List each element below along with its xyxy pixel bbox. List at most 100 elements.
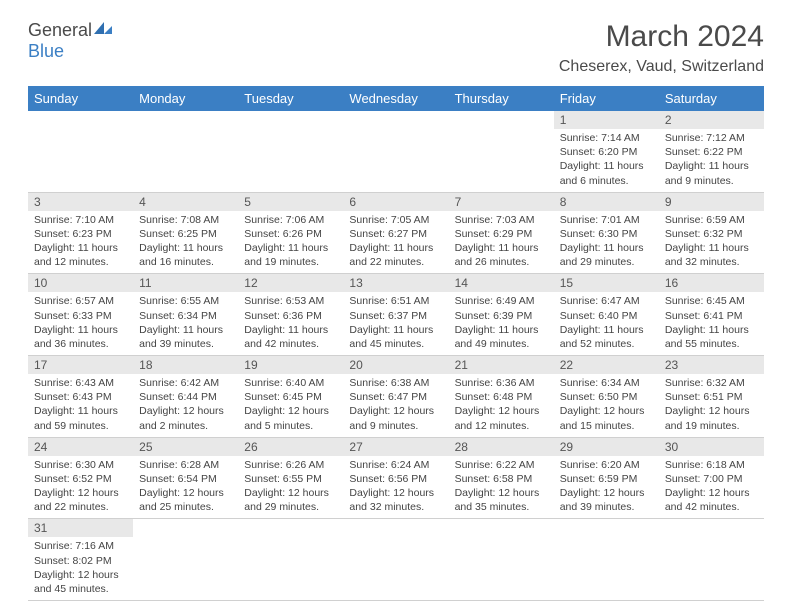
- calendar-day-cell: 8Sunrise: 7:01 AMSunset: 6:30 PMDaylight…: [554, 192, 659, 274]
- calendar-day-cell: 18Sunrise: 6:42 AMSunset: 6:44 PMDayligh…: [133, 356, 238, 438]
- calendar-day-cell: 29Sunrise: 6:20 AMSunset: 6:59 PMDayligh…: [554, 437, 659, 519]
- day-details: Sunrise: 7:14 AMSunset: 6:20 PMDaylight:…: [554, 129, 659, 192]
- calendar-week-row: 10Sunrise: 6:57 AMSunset: 6:33 PMDayligh…: [28, 274, 764, 356]
- calendar-day-cell: 6Sunrise: 7:05 AMSunset: 6:27 PMDaylight…: [343, 192, 448, 274]
- calendar-day-cell: 11Sunrise: 6:55 AMSunset: 6:34 PMDayligh…: [133, 274, 238, 356]
- calendar-day-cell: 26Sunrise: 6:26 AMSunset: 6:55 PMDayligh…: [238, 437, 343, 519]
- day-number: 22: [554, 356, 659, 374]
- day-number: 24: [28, 438, 133, 456]
- calendar-day-cell: 20Sunrise: 6:38 AMSunset: 6:47 PMDayligh…: [343, 356, 448, 438]
- calendar-day-cell: 7Sunrise: 7:03 AMSunset: 6:29 PMDaylight…: [449, 192, 554, 274]
- calendar-day-cell: 2Sunrise: 7:12 AMSunset: 6:22 PMDaylight…: [659, 111, 764, 192]
- calendar-day-cell: [238, 111, 343, 192]
- calendar-day-cell: 16Sunrise: 6:45 AMSunset: 6:41 PMDayligh…: [659, 274, 764, 356]
- day-number: 27: [343, 438, 448, 456]
- day-details: Sunrise: 7:10 AMSunset: 6:23 PMDaylight:…: [28, 211, 133, 274]
- logo-word1: General: [28, 20, 92, 40]
- day-number: 18: [133, 356, 238, 374]
- logo-word2: Blue: [28, 41, 64, 61]
- day-details: Sunrise: 7:08 AMSunset: 6:25 PMDaylight:…: [133, 211, 238, 274]
- day-details: Sunrise: 6:18 AMSunset: 7:00 PMDaylight:…: [659, 456, 764, 519]
- day-number: 16: [659, 274, 764, 292]
- calendar-table: SundayMondayTuesdayWednesdayThursdayFrid…: [28, 86, 764, 601]
- day-header: Wednesday: [343, 86, 448, 111]
- day-details: Sunrise: 6:57 AMSunset: 6:33 PMDaylight:…: [28, 292, 133, 355]
- day-number: 25: [133, 438, 238, 456]
- calendar-week-row: 31Sunrise: 7:16 AMSunset: 8:02 PMDayligh…: [28, 519, 764, 601]
- calendar-day-cell: 24Sunrise: 6:30 AMSunset: 6:52 PMDayligh…: [28, 437, 133, 519]
- calendar-day-cell: 27Sunrise: 6:24 AMSunset: 6:56 PMDayligh…: [343, 437, 448, 519]
- calendar-body: 1Sunrise: 7:14 AMSunset: 6:20 PMDaylight…: [28, 111, 764, 601]
- calendar-day-cell: [28, 111, 133, 192]
- day-details: Sunrise: 6:20 AMSunset: 6:59 PMDaylight:…: [554, 456, 659, 519]
- calendar-day-cell: 14Sunrise: 6:49 AMSunset: 6:39 PMDayligh…: [449, 274, 554, 356]
- day-details: Sunrise: 7:03 AMSunset: 6:29 PMDaylight:…: [449, 211, 554, 274]
- day-details: Sunrise: 6:38 AMSunset: 6:47 PMDaylight:…: [343, 374, 448, 437]
- day-header: Thursday: [449, 86, 554, 111]
- logo-text: General Blue: [28, 20, 114, 62]
- day-number: 23: [659, 356, 764, 374]
- day-details: Sunrise: 7:12 AMSunset: 6:22 PMDaylight:…: [659, 129, 764, 192]
- day-details: Sunrise: 6:43 AMSunset: 6:43 PMDaylight:…: [28, 374, 133, 437]
- day-details: Sunrise: 6:26 AMSunset: 6:55 PMDaylight:…: [238, 456, 343, 519]
- day-number: 30: [659, 438, 764, 456]
- calendar-week-row: 17Sunrise: 6:43 AMSunset: 6:43 PMDayligh…: [28, 356, 764, 438]
- day-details: Sunrise: 7:01 AMSunset: 6:30 PMDaylight:…: [554, 211, 659, 274]
- day-details: Sunrise: 6:32 AMSunset: 6:51 PMDaylight:…: [659, 374, 764, 437]
- calendar-day-cell: 31Sunrise: 7:16 AMSunset: 8:02 PMDayligh…: [28, 519, 133, 601]
- day-number: 7: [449, 193, 554, 211]
- calendar-day-cell: 3Sunrise: 7:10 AMSunset: 6:23 PMDaylight…: [28, 192, 133, 274]
- day-header: Monday: [133, 86, 238, 111]
- day-number: 10: [28, 274, 133, 292]
- day-details: Sunrise: 7:16 AMSunset: 8:02 PMDaylight:…: [28, 537, 133, 600]
- day-number: 14: [449, 274, 554, 292]
- day-details: Sunrise: 6:28 AMSunset: 6:54 PMDaylight:…: [133, 456, 238, 519]
- day-header: Tuesday: [238, 86, 343, 111]
- day-number: 11: [133, 274, 238, 292]
- calendar-day-cell: [554, 519, 659, 601]
- day-number: 21: [449, 356, 554, 374]
- day-number: 9: [659, 193, 764, 211]
- calendar-day-cell: 1Sunrise: 7:14 AMSunset: 6:20 PMDaylight…: [554, 111, 659, 192]
- day-number: 4: [133, 193, 238, 211]
- calendar-week-row: 3Sunrise: 7:10 AMSunset: 6:23 PMDaylight…: [28, 192, 764, 274]
- day-header-row: SundayMondayTuesdayWednesdayThursdayFrid…: [28, 86, 764, 111]
- day-number: 15: [554, 274, 659, 292]
- title-block: March 2024 Cheserex, Vaud, Switzerland: [559, 20, 764, 76]
- calendar-day-cell: 28Sunrise: 6:22 AMSunset: 6:58 PMDayligh…: [449, 437, 554, 519]
- day-header: Saturday: [659, 86, 764, 111]
- month-title: March 2024: [559, 20, 764, 54]
- day-number: 3: [28, 193, 133, 211]
- calendar-day-cell: [238, 519, 343, 601]
- calendar-day-cell: [343, 519, 448, 601]
- calendar-day-cell: 17Sunrise: 6:43 AMSunset: 6:43 PMDayligh…: [28, 356, 133, 438]
- calendar-day-cell: 13Sunrise: 6:51 AMSunset: 6:37 PMDayligh…: [343, 274, 448, 356]
- day-number: 19: [238, 356, 343, 374]
- calendar-day-cell: 4Sunrise: 7:08 AMSunset: 6:25 PMDaylight…: [133, 192, 238, 274]
- calendar-day-cell: [343, 111, 448, 192]
- calendar-day-cell: 19Sunrise: 6:40 AMSunset: 6:45 PMDayligh…: [238, 356, 343, 438]
- day-details: Sunrise: 7:06 AMSunset: 6:26 PMDaylight:…: [238, 211, 343, 274]
- calendar-day-cell: 21Sunrise: 6:36 AMSunset: 6:48 PMDayligh…: [449, 356, 554, 438]
- day-number: 12: [238, 274, 343, 292]
- day-details: Sunrise: 6:55 AMSunset: 6:34 PMDaylight:…: [133, 292, 238, 355]
- day-details: Sunrise: 6:42 AMSunset: 6:44 PMDaylight:…: [133, 374, 238, 437]
- calendar-week-row: 1Sunrise: 7:14 AMSunset: 6:20 PMDaylight…: [28, 111, 764, 192]
- day-number: 8: [554, 193, 659, 211]
- calendar-day-cell: [133, 519, 238, 601]
- day-number: 5: [238, 193, 343, 211]
- day-details: Sunrise: 6:36 AMSunset: 6:48 PMDaylight:…: [449, 374, 554, 437]
- calendar-week-row: 24Sunrise: 6:30 AMSunset: 6:52 PMDayligh…: [28, 437, 764, 519]
- calendar-day-cell: [449, 519, 554, 601]
- day-details: Sunrise: 6:22 AMSunset: 6:58 PMDaylight:…: [449, 456, 554, 519]
- calendar-day-cell: 15Sunrise: 6:47 AMSunset: 6:40 PMDayligh…: [554, 274, 659, 356]
- day-number: 2: [659, 111, 764, 129]
- day-number: 17: [28, 356, 133, 374]
- day-number: 1: [554, 111, 659, 129]
- calendar-day-cell: 30Sunrise: 6:18 AMSunset: 7:00 PMDayligh…: [659, 437, 764, 519]
- calendar-head: SundayMondayTuesdayWednesdayThursdayFrid…: [28, 86, 764, 111]
- day-header: Sunday: [28, 86, 133, 111]
- logo: General Blue: [28, 20, 114, 62]
- calendar-day-cell: 22Sunrise: 6:34 AMSunset: 6:50 PMDayligh…: [554, 356, 659, 438]
- day-details: Sunrise: 7:05 AMSunset: 6:27 PMDaylight:…: [343, 211, 448, 274]
